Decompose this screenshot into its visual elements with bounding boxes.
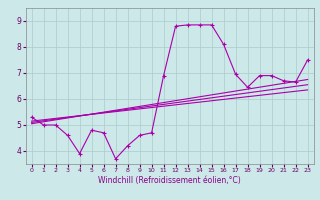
X-axis label: Windchill (Refroidissement éolien,°C): Windchill (Refroidissement éolien,°C) <box>98 176 241 185</box>
